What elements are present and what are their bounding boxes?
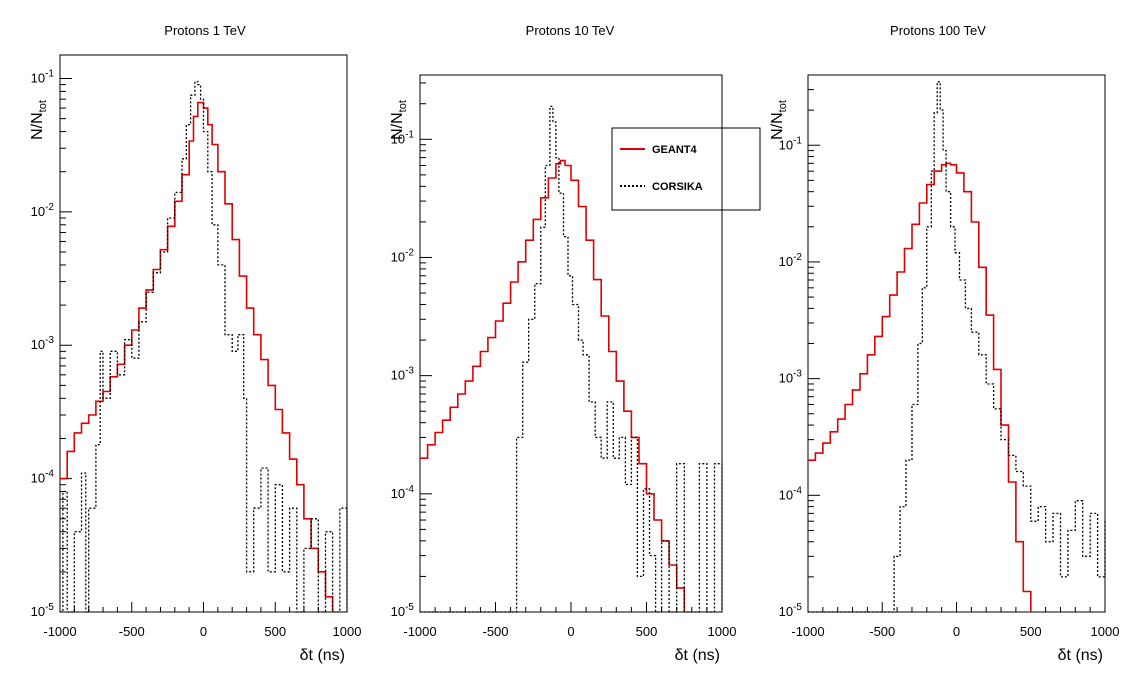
legend-box: [611, 127, 761, 211]
panel-title: Protons 1 TeV: [164, 23, 246, 38]
legend-label-corsika: CORSIKA: [652, 181, 703, 193]
y-tick-label: 10-5: [391, 602, 415, 619]
plot-area: -1000 -500 0 500 1000 10-5 10-4 10-3 10-2 10-1: [391, 74, 737, 639]
svg-text:N/Ntot: N/Ntot: [29, 100, 49, 140]
y-tick-label: 10-2: [391, 247, 415, 264]
x-tick-label: 1000: [708, 624, 737, 639]
y-axis-label-main: N/N: [389, 112, 406, 140]
x-tick-label: -1000: [791, 624, 824, 639]
y-tick-label: 10-4: [391, 484, 415, 501]
y-axis-label-main: N/N: [29, 112, 46, 140]
svg-text:N/Ntot: N/Ntot: [769, 100, 789, 140]
legend-label-geant4: GEANT4: [652, 144, 698, 156]
y-tick-label: 10-3: [31, 335, 55, 352]
x-tick-label: -500: [869, 624, 895, 639]
series-corsika: [420, 105, 723, 613]
series-geant4: [808, 162, 1032, 612]
series-geant4: [420, 159, 686, 612]
series-corsika: [808, 81, 1106, 613]
y-tick-label: 10-3: [779, 369, 803, 386]
y-tick-label: 10-1: [779, 135, 803, 152]
y-tick-label: 10-2: [779, 252, 803, 269]
y-axis-label-sub: tot: [777, 100, 789, 112]
legend: GEANT4 CORSIKA: [611, 127, 761, 211]
x-tick-label: 0: [200, 624, 207, 639]
plot-area: -1000 -500 0 500 1000 10-5 10-4 10-3 10-2 10-1: [779, 74, 1120, 639]
panel-title: Protons 10 TeV: [526, 23, 615, 38]
panel-protons-100tev: Protons 100 TeV N/Ntot δt (ns) -1000 -500…: [769, 23, 1119, 664]
svg-text:N/Ntot: N/Ntot: [389, 100, 409, 140]
x-tick-label: -500: [482, 624, 508, 639]
y-tick-label: 10-3: [391, 366, 415, 383]
y-tick-label: 10-4: [31, 469, 55, 486]
y-tick-label: 10-4: [779, 485, 803, 502]
y-tick-label: 10-5: [31, 602, 55, 619]
x-tick-label: 0: [953, 624, 960, 639]
series-geant4: [60, 101, 334, 612]
x-tick-label: 1000: [333, 624, 362, 639]
y-axis-label: N/Ntot: [389, 100, 409, 140]
panel-title: Protons 100 TeV: [890, 23, 986, 38]
x-tick-label: -500: [119, 624, 145, 639]
panel-protons-1tev: Protons 1 TeV N/Ntot δt (ns) -1000 -500 0 5…: [29, 23, 361, 664]
x-axis-label: δt (ns): [300, 647, 345, 664]
x-axis-label: δt (ns): [675, 647, 720, 664]
plot-area: -1000 -500 0 500 1000 10-5 10-4 10-3 10-2 10-1: [31, 54, 362, 639]
y-tick-label: 10-5: [779, 602, 803, 619]
x-tick-label: 1000: [1091, 624, 1120, 639]
y-tick-label: 10-1: [31, 68, 55, 85]
y-tick-label: 10-1: [391, 129, 415, 146]
x-tick-label: -1000: [43, 624, 76, 639]
y-axis-label-sub: tot: [37, 100, 49, 112]
y-axis-label: N/Ntot: [769, 100, 789, 140]
x-tick-label: 500: [264, 624, 286, 639]
series-corsika: [60, 80, 348, 613]
panel-protons-10tev: Protons 10 TeV N/Ntot δt (ns) GEANT4 COR…: [389, 23, 761, 664]
x-axis-label: δt (ns): [1058, 647, 1103, 664]
x-tick-label: 0: [567, 624, 574, 639]
y-axis-label-main: N/N: [769, 112, 786, 140]
x-tick-label: -1000: [403, 624, 436, 639]
x-tick-label: 500: [1020, 624, 1042, 639]
y-tick-label: 10-2: [31, 202, 55, 219]
x-tick-label: 500: [636, 624, 658, 639]
y-axis-label-sub: tot: [397, 100, 409, 112]
y-axis-label: N/Ntot: [29, 100, 49, 140]
